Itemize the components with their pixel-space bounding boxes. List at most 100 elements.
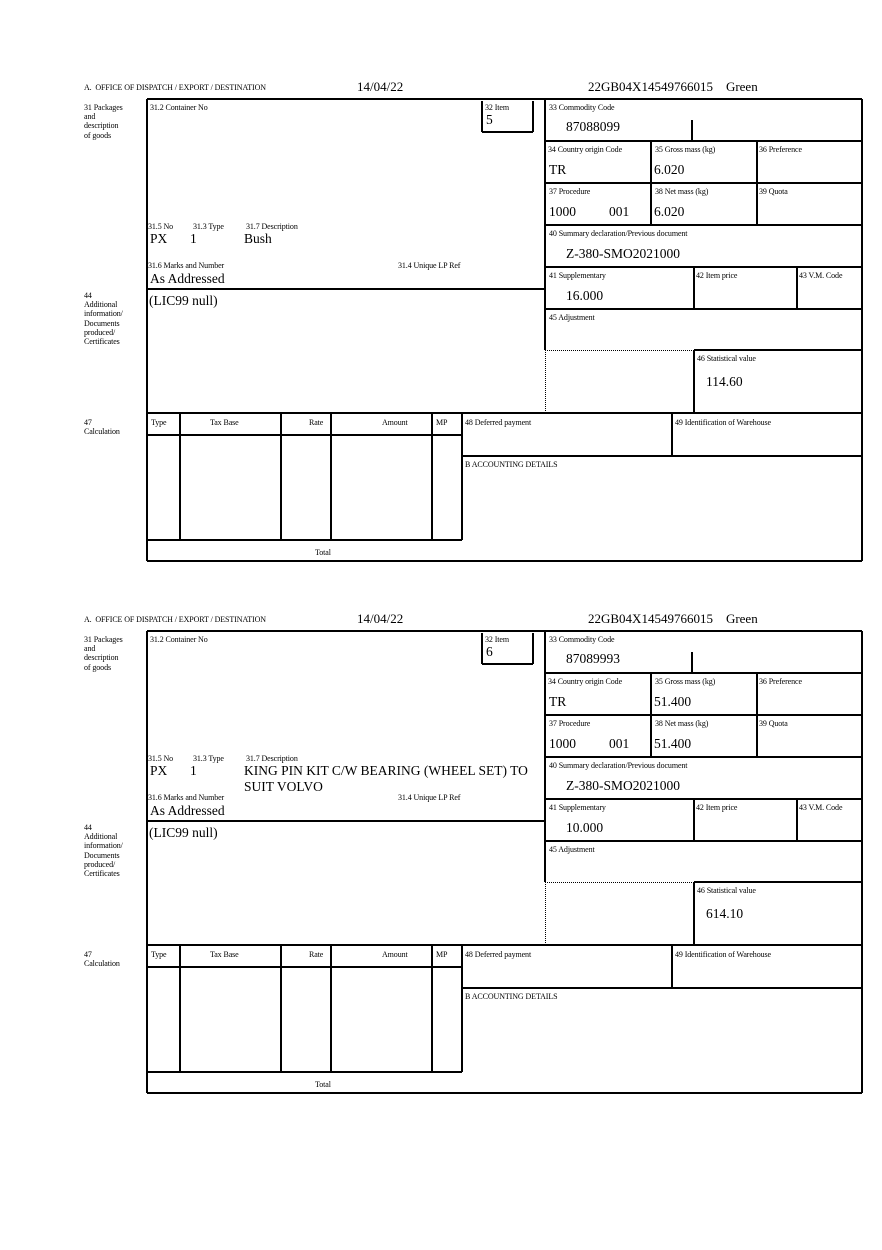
rule-line bbox=[179, 413, 181, 540]
summary-decl-value: Z-380-SMO2021000 bbox=[566, 778, 680, 793]
rule-line bbox=[147, 944, 862, 946]
statistical-value-label: 46 Statistical value bbox=[697, 354, 756, 363]
net-mass-label: 38 Net mass (kg) bbox=[655, 187, 709, 196]
calc-total-label: Total bbox=[315, 1080, 331, 1089]
commodity-code-label: 33 Commodity Code bbox=[549, 103, 615, 112]
rule-line bbox=[462, 455, 862, 457]
rule-line bbox=[545, 266, 862, 268]
marks-value: As Addressed bbox=[150, 803, 225, 818]
rule-line bbox=[545, 182, 862, 184]
type-label: 31.3 Type bbox=[193, 222, 224, 231]
calc-mp-header: MP bbox=[436, 950, 448, 959]
description-label: 31.7 Description bbox=[246, 754, 298, 763]
rule-line bbox=[147, 288, 545, 290]
gross-mass-value: 51.400 bbox=[654, 694, 692, 709]
rule-line bbox=[481, 633, 483, 664]
quota-label: 39 Quota bbox=[759, 187, 788, 196]
rule-line bbox=[545, 224, 862, 226]
rule-line bbox=[147, 412, 862, 414]
rule-line bbox=[544, 99, 546, 350]
rule-line bbox=[532, 633, 534, 664]
rule-line bbox=[431, 945, 433, 1072]
unique-lp-ref-label: 31.4 Unique LP Ref bbox=[398, 261, 461, 270]
country-origin-label: 34 Country origin Code bbox=[548, 145, 623, 154]
warehouse-label: 49 Identification of Warehouse bbox=[675, 418, 771, 427]
form-bottom-border bbox=[147, 1092, 862, 1094]
rule-line bbox=[147, 434, 462, 436]
rule-line bbox=[691, 120, 693, 141]
rule-line bbox=[544, 631, 546, 882]
adjustment-label: 45 Adjustment bbox=[549, 845, 595, 854]
rule-line bbox=[280, 413, 282, 540]
marks-label: 31.6 Marks and Number bbox=[148, 793, 225, 802]
gross-mass-label: 35 Gross mass (kg) bbox=[655, 145, 716, 154]
rule-line bbox=[147, 820, 545, 822]
item-label: 32 Item bbox=[485, 635, 509, 644]
net-mass-label: 38 Net mass (kg) bbox=[655, 719, 709, 728]
no-value: PX bbox=[150, 763, 168, 778]
container-no-label: 31.2 Container No bbox=[150, 103, 208, 112]
deferred-payment-label: 48 Deferred payment bbox=[465, 950, 532, 959]
type-value: 1 bbox=[190, 231, 197, 246]
additional-info-value: (LIC99 null) bbox=[149, 825, 218, 840]
commodity-code-value: 87088099 bbox=[566, 119, 620, 134]
item-price-label: 42 Item price bbox=[696, 803, 738, 812]
summary-decl-value: Z-380-SMO2021000 bbox=[566, 246, 680, 261]
calc-rate-header: Rate bbox=[309, 950, 324, 959]
rule-line bbox=[545, 756, 862, 758]
rule-line bbox=[694, 349, 862, 351]
summary-decl-label: 40 Summary declaration/Previous document bbox=[549, 229, 688, 238]
rule-line bbox=[694, 881, 862, 883]
form-top-border bbox=[147, 630, 862, 632]
declaration-date: 14/04/22 bbox=[357, 79, 404, 94]
rule-line bbox=[330, 945, 332, 1072]
type-label: 31.3 Type bbox=[193, 754, 224, 763]
calc-total-label: Total bbox=[315, 548, 331, 557]
rule-line bbox=[545, 140, 862, 142]
rule-line bbox=[431, 413, 433, 540]
rule-line bbox=[693, 799, 695, 841]
commodity-code-label: 33 Commodity Code bbox=[549, 635, 615, 644]
rule-line bbox=[796, 799, 798, 841]
form-right-border bbox=[861, 631, 863, 1093]
supplementary-label: 41 Supplementary bbox=[549, 271, 606, 280]
rule-line bbox=[545, 798, 862, 800]
calculation-label: 47 Calculation bbox=[84, 418, 120, 437]
adjustment-label: 45 Adjustment bbox=[549, 313, 595, 322]
calc-tax-base-header: Tax Base bbox=[210, 418, 239, 427]
country-origin-label: 34 Country origin Code bbox=[548, 677, 623, 686]
additional-info-label: 44 Additional information/ Documents pro… bbox=[84, 291, 123, 346]
rule-line bbox=[693, 882, 695, 945]
statistical-value-value: 614.10 bbox=[706, 906, 744, 921]
country-origin-value: TR bbox=[549, 694, 567, 709]
form-bottom-border bbox=[147, 560, 862, 562]
item-label: 32 Item bbox=[485, 103, 509, 112]
additional-info-label: 44 Additional information/ Documents pro… bbox=[84, 823, 123, 878]
accounting-details-label: B ACCOUNTING DETAILS bbox=[465, 992, 558, 1001]
office-heading: A. OFFICE OF DISPATCH / EXPORT / DESTINA… bbox=[84, 615, 266, 624]
packages-label: 31 Packages and description of goods bbox=[84, 635, 123, 672]
vm-code-label: 43 V.M. Code bbox=[799, 803, 843, 812]
office-heading: A. OFFICE OF DISPATCH / EXPORT / DESTINA… bbox=[84, 83, 266, 92]
rule-line bbox=[693, 350, 695, 413]
rule-line bbox=[462, 987, 862, 989]
preference-label: 36 Preference bbox=[759, 145, 802, 154]
rule-line bbox=[671, 413, 673, 456]
procedure-suffix-value: 001 bbox=[609, 736, 630, 751]
calc-rate-header: Rate bbox=[309, 418, 324, 427]
procedure-label: 37 Procedure bbox=[549, 187, 591, 196]
calc-amount-header: Amount bbox=[382, 950, 408, 959]
net-mass-value: 51.400 bbox=[654, 736, 692, 751]
rule-line bbox=[481, 101, 483, 132]
rule-line bbox=[461, 413, 463, 540]
calc-tax-base-header: Tax Base bbox=[210, 950, 239, 959]
description-value: KING PIN KIT C/W BEARING (WHEEL SET) TO … bbox=[244, 763, 528, 794]
form-right-border bbox=[861, 99, 863, 561]
declaration-date: 14/04/22 bbox=[357, 611, 404, 626]
additional-info-value: (LIC99 null) bbox=[149, 293, 218, 308]
accounting-details-label: B ACCOUNTING DETAILS bbox=[465, 460, 558, 469]
unique-lp-ref-label: 31.4 Unique LP Ref bbox=[398, 793, 461, 802]
rule-line bbox=[545, 840, 862, 842]
form-left-border bbox=[146, 631, 148, 1093]
procedure-suffix-value: 001 bbox=[609, 204, 630, 219]
